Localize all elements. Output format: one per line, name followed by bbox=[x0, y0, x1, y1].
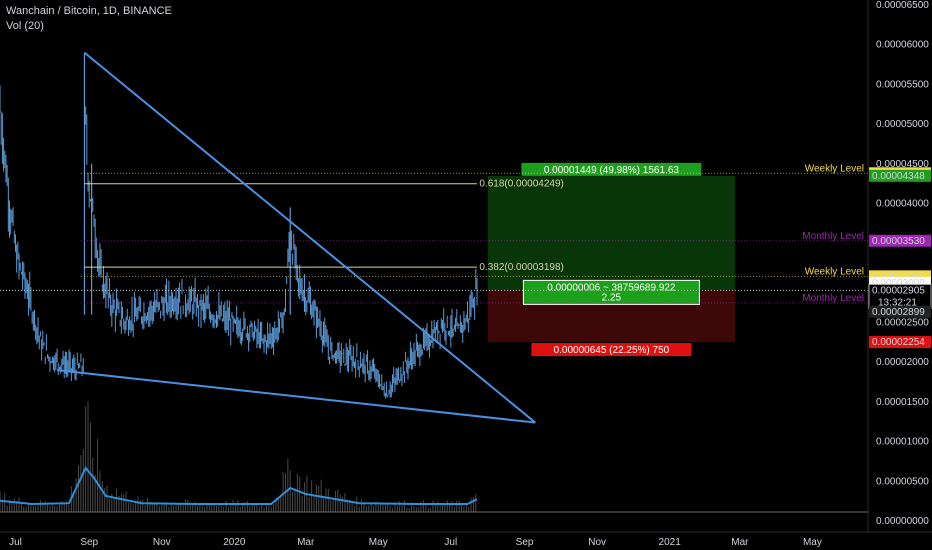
price-tick-label: 0.00006500 bbox=[876, 0, 929, 11]
target-axis-box bbox=[869, 169, 931, 182]
time-tick-label: Jul bbox=[444, 537, 457, 548]
level-label: Weekly Level bbox=[805, 163, 864, 174]
bar-countdown-label: 13:32:21 bbox=[878, 297, 917, 308]
drawings-layer[interactable]: 0.618(0.00004249) 0.382(0.00003198) Weekly… bbox=[0, 51, 868, 424]
time-tick-label: Nov bbox=[153, 537, 171, 548]
price-axis-label: 0.00002899 bbox=[872, 307, 925, 318]
price-tick-label: 0.00004500 bbox=[876, 159, 929, 170]
target-axis-label: 0.00004348 bbox=[872, 171, 925, 182]
price-axis-label-box bbox=[869, 234, 931, 247]
price-tick-label: 0.00006000 bbox=[876, 40, 929, 51]
price-tick-label: 0.00002500 bbox=[876, 318, 929, 329]
volume-ma-line bbox=[0, 466, 478, 506]
price-tick-label: 0.00000000 bbox=[876, 516, 929, 527]
price-axis-label: 0.00003530 bbox=[872, 236, 925, 247]
level-label: Weekly Level bbox=[805, 266, 864, 277]
price-axis-label: 0.00003000 bbox=[872, 278, 925, 289]
fib-level-label: 0.382(0.00003198) bbox=[479, 262, 564, 273]
time-axis[interactable]: Jul Sep Nov 2020 Mar May Jul Sep Nov 2021 Mar May bbox=[0, 531, 932, 548]
price-tick-label: 0.00000500 bbox=[876, 476, 929, 487]
time-tick-label: Jul bbox=[9, 537, 22, 548]
fib-level-label: 0.618(0.00004249) bbox=[479, 179, 564, 190]
time-tick-label: Sep bbox=[516, 537, 534, 548]
price-axis-label: 0.00003082 bbox=[872, 271, 925, 282]
time-tick-label: Mar bbox=[297, 537, 315, 548]
time-tick-label: Nov bbox=[588, 537, 606, 548]
lower-trendline[interactable] bbox=[56, 369, 536, 424]
time-tick-label: Mar bbox=[731, 537, 749, 548]
price-tick-label: 0.00005500 bbox=[876, 79, 929, 90]
volume-pane bbox=[0, 401, 478, 512]
profit-label-box bbox=[521, 162, 702, 176]
risk-reward-box bbox=[522, 279, 700, 305]
stop-axis-label: 0.00002254 bbox=[872, 337, 925, 348]
time-tick-label: May bbox=[803, 537, 822, 548]
profit-label-text: 0.00001449 (49.98%) 1561.63 bbox=[544, 165, 680, 176]
level-label: Monthly Level bbox=[802, 231, 864, 242]
time-tick-label: May bbox=[369, 537, 388, 548]
price-tick-label: 0.00004000 bbox=[876, 198, 929, 209]
current-price-label: 0.00002905 bbox=[872, 285, 925, 296]
price-axis[interactable]: 0.00000000 0.00000500 0.00001000 0.00001500… bbox=[0, 0, 932, 532]
stop-axis-box bbox=[869, 336, 931, 349]
risk-reward-text: 0.00000006 ~ 38759689.922 bbox=[547, 282, 676, 293]
current-price-box bbox=[868, 283, 932, 309]
volume-indicator-label[interactable]: Vol (20) bbox=[6, 20, 44, 32]
price-tick-label: 0.00002000 bbox=[876, 357, 929, 368]
loss-label-text: 0.00000645 (22.25%) 750 bbox=[554, 345, 670, 356]
profit-zone bbox=[487, 175, 736, 291]
time-tick-label: 2021 bbox=[659, 537, 682, 548]
chart-title[interactable]: Wanchain / Bitcoin, 1D, BINANCE bbox=[6, 5, 172, 17]
risk-reward-ratio: 2.25 bbox=[602, 292, 622, 303]
price-tick-label: 0.00001000 bbox=[876, 437, 929, 448]
long-position-tool[interactable]: 0.00001449 (49.98%) 1561.63 0.00000006 ~ … bbox=[487, 162, 736, 357]
loss-label-box bbox=[531, 343, 692, 357]
price-tick-label: 0.00005000 bbox=[876, 119, 929, 130]
time-tick-label: 2020 bbox=[223, 537, 246, 548]
price-axis-label-box bbox=[869, 305, 931, 318]
price-tick-label: 0.00001500 bbox=[876, 397, 929, 408]
time-tick-label: Sep bbox=[80, 537, 98, 548]
upper-trendline[interactable] bbox=[83, 51, 536, 424]
level-label: Monthly Level bbox=[802, 293, 864, 304]
